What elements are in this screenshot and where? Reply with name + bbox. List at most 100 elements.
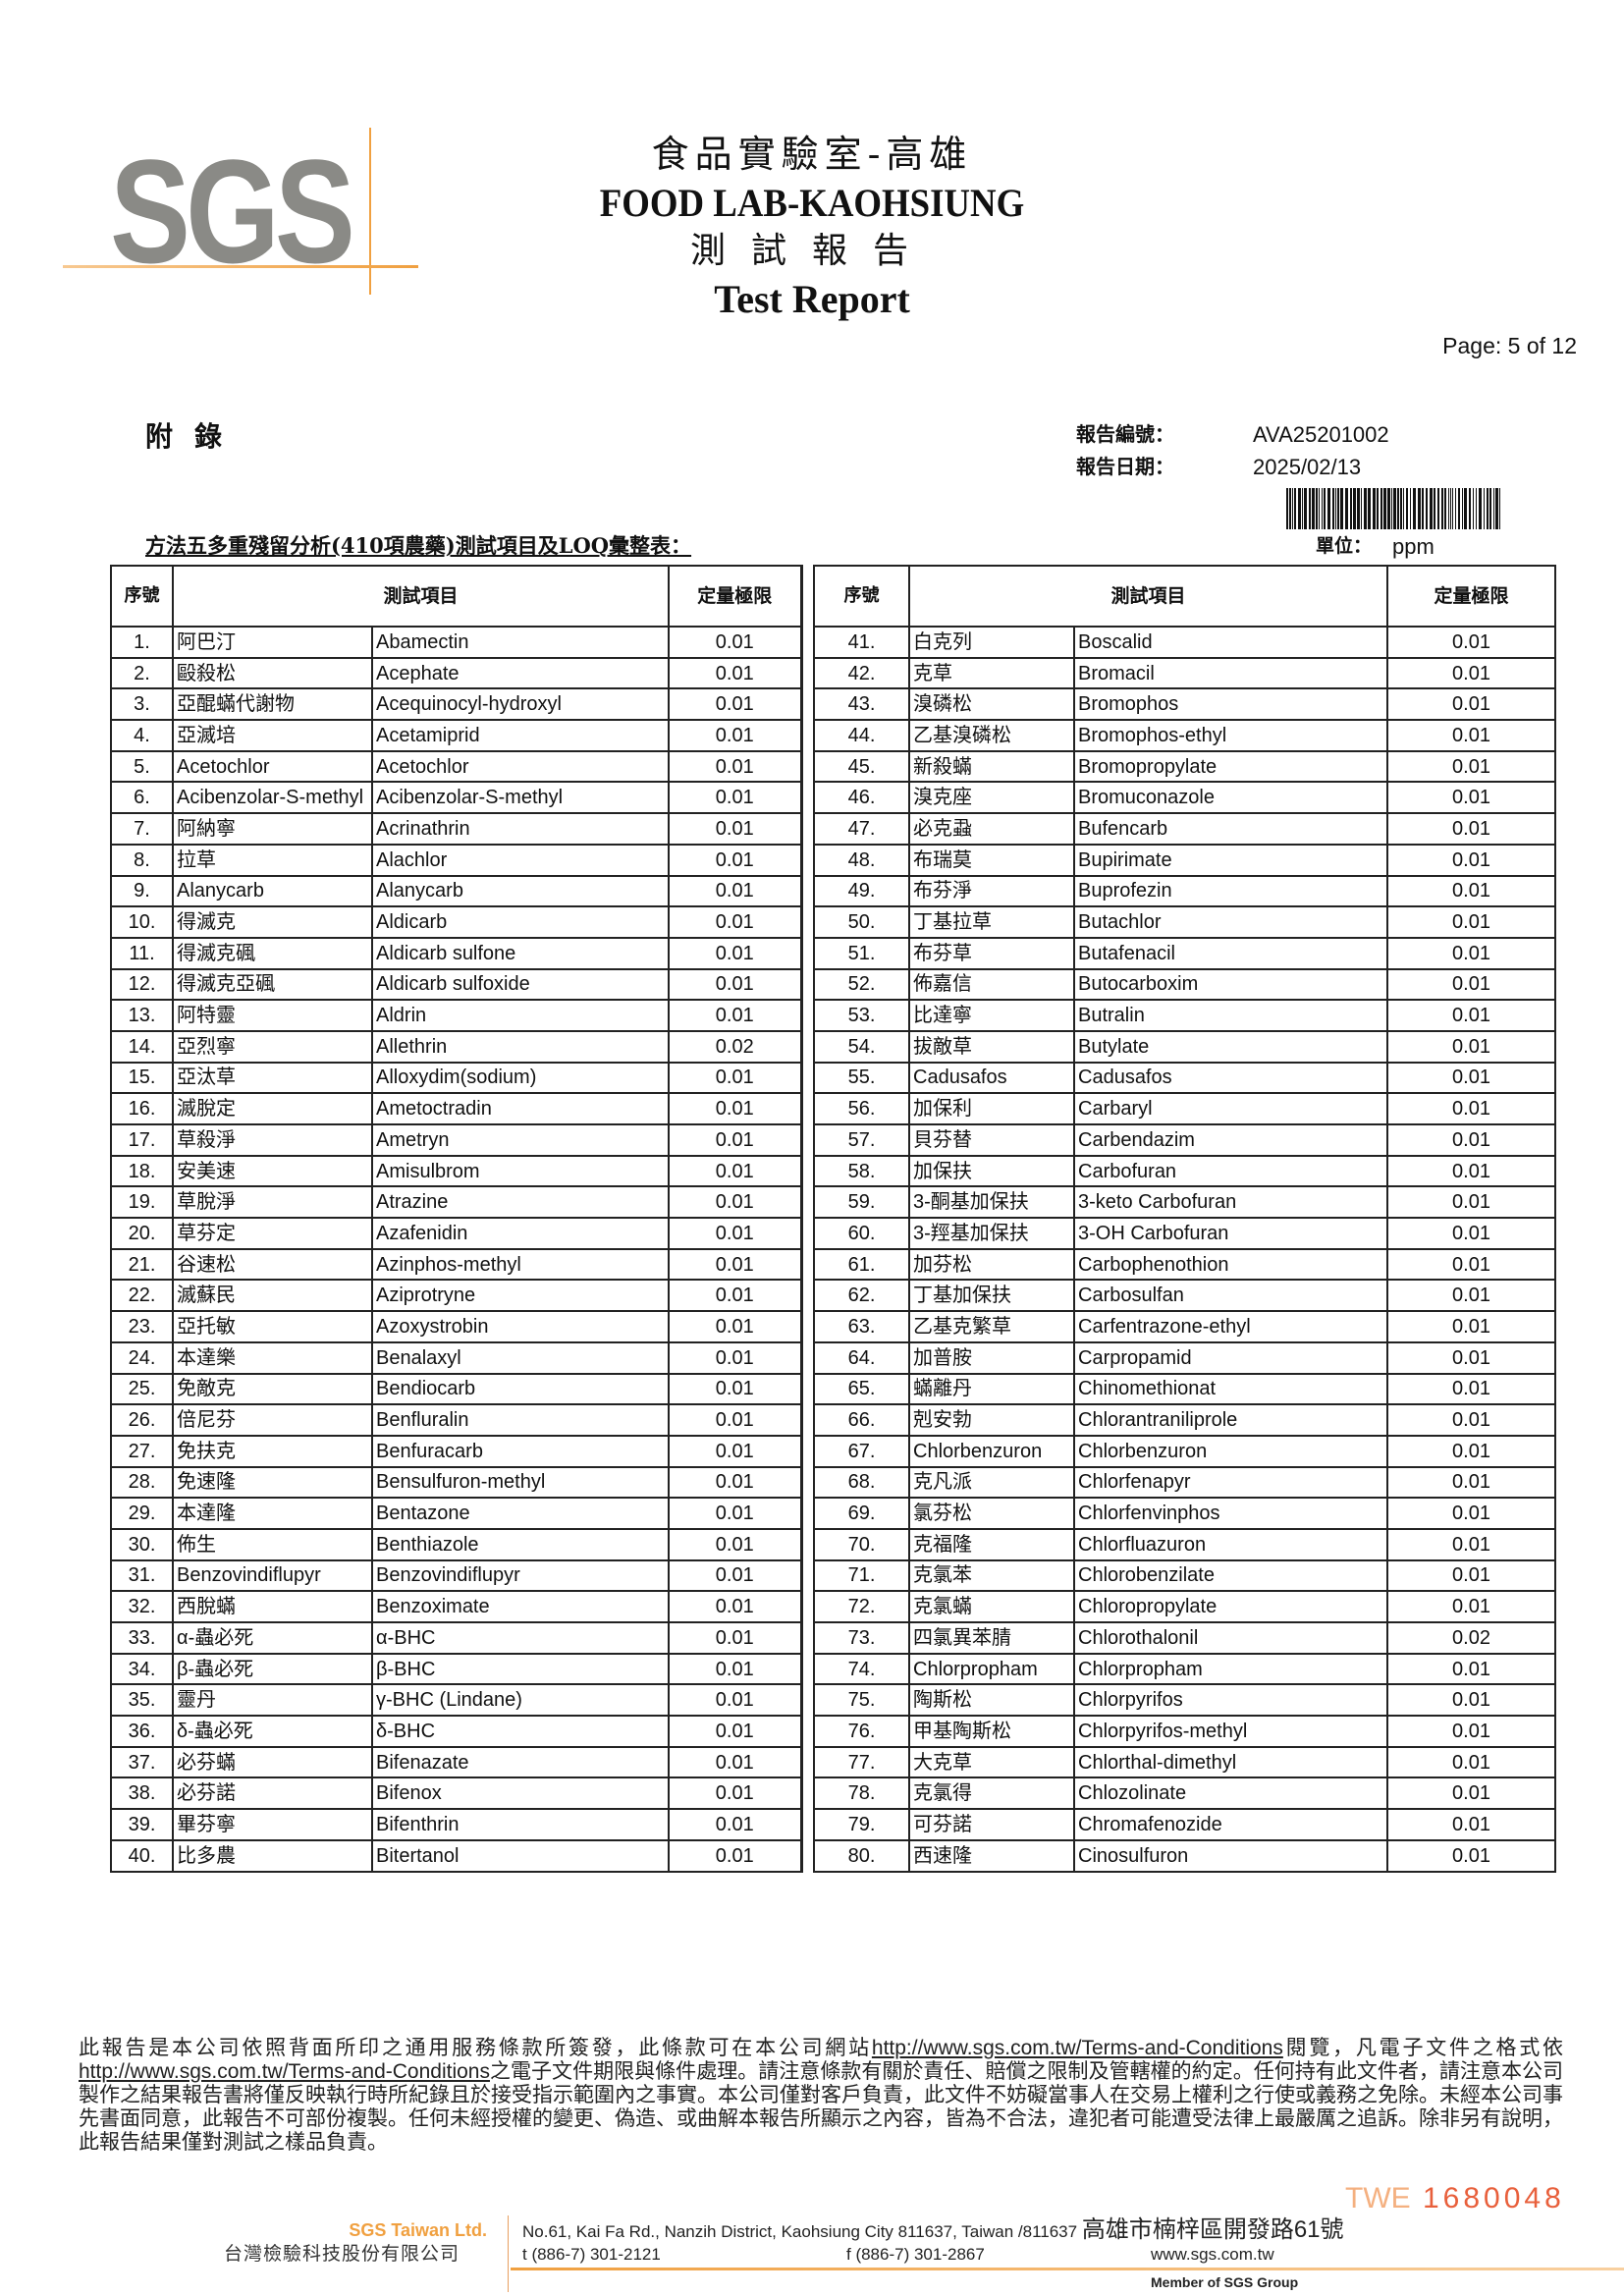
table-row: 6. Acibenzolar-S-methyl Acibenzolar-S-meth… <box>110 781 803 815</box>
cell-name-en: β-BHC <box>370 1652 671 1686</box>
cell-no: 52. <box>813 967 910 1002</box>
cell-name-cn: 四氯異苯腈 <box>908 1621 1075 1655</box>
barcode-bar <box>1448 488 1449 529</box>
cell-name-cn: 阿特靈 <box>172 999 373 1032</box>
table-row: 10. 得滅克 Aldicarb 0.01 <box>110 905 803 939</box>
cell-loq: 0.01 <box>668 1154 803 1188</box>
cell-loq: 0.01 <box>1386 1340 1557 1375</box>
table-row: 25. 免敵克 Bendiocarb 0.01 <box>110 1372 803 1406</box>
cell-no: 45. <box>813 749 910 784</box>
cell-name-en: Chromafenozide <box>1072 1808 1389 1841</box>
cell-name-en: γ-BHC (Lindane) <box>370 1683 671 1718</box>
cell-name-en: Benalaxyl <box>370 1340 671 1375</box>
cell-name-en: Buprofezin <box>1072 874 1389 908</box>
cell-loq: 0.01 <box>1386 1558 1557 1593</box>
cell-no: 22. <box>110 1279 174 1313</box>
terms-link[interactable]: http://www.sgs.com.tw/Terms-and-Conditio… <box>871 2037 1283 2059</box>
barcode-bar <box>1422 488 1424 529</box>
cell-name-en: Butocarboxim <box>1072 967 1389 1002</box>
cell-name-cn: 必芬諾 <box>172 1777 373 1811</box>
cell-loq: 0.01 <box>1386 1683 1557 1718</box>
barcode-bar <box>1304 488 1307 529</box>
table-row: 54. 拔敵草 Butylate 0.01 <box>813 1029 1557 1064</box>
cell-no: 40. <box>110 1838 174 1873</box>
cell-name-cn: Benzovindiflupyr <box>172 1558 373 1593</box>
table-row: 45. 新殺蟎 Bromopropylate 0.01 <box>813 749 1557 784</box>
barcode-bar <box>1312 488 1315 529</box>
barcode-bar <box>1380 488 1382 529</box>
website-link[interactable]: www.sgs.com.tw <box>1151 2245 1274 2264</box>
cell-no: 19. <box>110 1185 174 1220</box>
cell-no: 23. <box>110 1310 174 1343</box>
loq-table-left: 序號 測試項目 定量極限 1. 阿巴汀 Abamectin 0.01 2. 毆殺松 Acep… <box>110 565 803 1873</box>
address: No.61, Kai Fa Rd., Nanzih District, Kaoh… <box>522 2217 1344 2245</box>
table-row: 49. 布芬淨 Buprofezin 0.01 <box>813 874 1557 908</box>
cell-name-cn: 亞烈寧 <box>172 1029 373 1064</box>
barcode-bar <box>1353 488 1356 529</box>
cell-name-en: Chlorfenapyr <box>1072 1465 1389 1500</box>
cell-name-en: α-BHC <box>370 1621 671 1655</box>
table-row: 9. Alanycarb Alanycarb 0.01 <box>110 874 803 908</box>
header-item: 測試項目 <box>171 565 671 628</box>
table-row: 41. 白克列 Boscalid 0.01 <box>813 626 1557 659</box>
cell-no: 55. <box>813 1061 910 1095</box>
barcode-bar <box>1487 488 1489 529</box>
cell-name-cn: 亞醌蟎代謝物 <box>172 687 373 722</box>
barcode-bar <box>1327 488 1330 529</box>
cell-name-cn: 丁基拉草 <box>908 905 1075 939</box>
cell-name-cn: 3-羥基加保扶 <box>908 1217 1075 1250</box>
serial-digits: 1680048 <box>1423 2182 1565 2214</box>
table-row: 66. 剋安勃 Chlorantraniliprole 0.01 <box>813 1403 1557 1437</box>
cell-name-en: Cinosulfuron <box>1072 1838 1389 1873</box>
table-row: 17. 草殺淨 Ametryn 0.01 <box>110 1123 803 1157</box>
telephone: t (886-7) 301-2121 <box>522 2245 661 2264</box>
cell-name-en: Benfuracarb <box>370 1434 671 1468</box>
cell-no: 3. <box>110 687 174 722</box>
table-row: 34. β-蟲必死 β-BHC 0.01 <box>110 1652 803 1686</box>
disclaimer-text: 閱覽，凡電子文件之格式依 <box>1282 2037 1564 2059</box>
cell-loq: 0.01 <box>668 1217 803 1250</box>
table-row: 65. 蟎離丹 Chinomethionat 0.01 <box>813 1372 1557 1406</box>
cell-loq: 0.01 <box>1386 812 1557 846</box>
page-number: Page: 5 of 12 <box>1442 333 1577 358</box>
cell-name-en: Bifenazate <box>370 1745 671 1779</box>
cell-name-en: Azinphos-methyl <box>370 1247 671 1282</box>
cell-no: 5. <box>110 749 174 784</box>
cell-name-cn: 克草 <box>908 656 1075 690</box>
cell-name-cn: 布芬草 <box>908 936 1075 970</box>
cell-name-cn: 免扶克 <box>172 1434 373 1468</box>
table-row: 75. 陶斯松 Chlorpyrifos 0.01 <box>813 1683 1557 1718</box>
terms-link[interactable]: http://www.sgs.com.tw/Terms-and-Conditio… <box>79 2060 490 2083</box>
table-row: 74. Chlorpropham Chlorpropham 0.01 <box>813 1652 1557 1686</box>
barcode-bar <box>1294 488 1296 529</box>
cell-loq: 0.01 <box>1386 1279 1557 1313</box>
cell-name-cn: 拔敵草 <box>908 1029 1075 1064</box>
cell-name-cn: 陶斯松 <box>908 1683 1075 1718</box>
cell-no: 12. <box>110 967 174 1002</box>
cell-loq: 0.01 <box>668 905 803 939</box>
cell-name-en: Carbosulfan <box>1072 1279 1389 1313</box>
cell-no: 18. <box>110 1154 174 1188</box>
table-row: 8. 拉草 Alachlor 0.01 <box>110 843 803 877</box>
cell-loq: 0.01 <box>1386 1715 1557 1748</box>
table-row: 14. 亞烈寧 Allethrin 0.02 <box>110 1029 803 1064</box>
cell-no: 46. <box>813 781 910 815</box>
barcode-bar <box>1316 488 1318 529</box>
cell-loq: 0.01 <box>668 1527 803 1561</box>
cell-loq: 0.01 <box>1386 781 1557 815</box>
cell-name-en: Chlorpropham <box>1072 1652 1389 1686</box>
cell-loq: 0.01 <box>1386 1247 1557 1282</box>
cell-no: 1. <box>110 626 174 659</box>
cell-name-cn: β-蟲必死 <box>172 1652 373 1686</box>
cell-no: 43. <box>813 687 910 722</box>
cell-no: 38. <box>110 1777 174 1811</box>
table-row: 60. 3-羥基加保扶 3-OH Carbofuran 0.01 <box>813 1217 1557 1250</box>
cell-no: 2. <box>110 656 174 690</box>
table-row: 13. 阿特靈 Aldrin 0.01 <box>110 999 803 1032</box>
cell-no: 57. <box>813 1123 910 1157</box>
cell-name-cn: 草脫淨 <box>172 1185 373 1220</box>
table-row: 7. 阿納寧 Acrinathrin 0.01 <box>110 812 803 846</box>
cell-no: 6. <box>110 781 174 815</box>
cell-name-en: Bromophos <box>1072 687 1389 722</box>
barcode-bar <box>1410 488 1411 529</box>
